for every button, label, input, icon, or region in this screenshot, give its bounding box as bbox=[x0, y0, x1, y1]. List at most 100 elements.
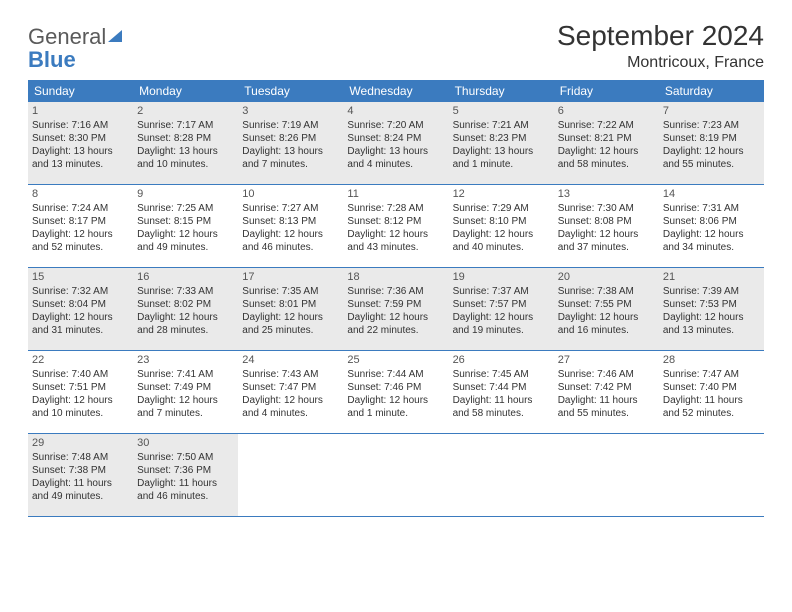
day-number: 3 bbox=[242, 104, 339, 118]
day-sunrise: Sunrise: 7:40 AM bbox=[32, 368, 129, 381]
day-cell: 25Sunrise: 7:44 AMSunset: 7:46 PMDayligh… bbox=[343, 351, 448, 433]
day-daylight2: and 19 minutes. bbox=[453, 324, 550, 337]
day-sunset: Sunset: 8:19 PM bbox=[663, 132, 760, 145]
day-number: 15 bbox=[32, 270, 129, 284]
day-daylight2: and 43 minutes. bbox=[347, 241, 444, 254]
logo-text-block: General Blue bbox=[28, 26, 124, 72]
day-daylight1: Daylight: 12 hours bbox=[32, 394, 129, 407]
day-sunrise: Sunrise: 7:22 AM bbox=[558, 119, 655, 132]
day-daylight2: and 49 minutes. bbox=[32, 490, 129, 503]
day-number: 21 bbox=[663, 270, 760, 284]
day-daylight1: Daylight: 13 hours bbox=[242, 145, 339, 158]
day-cell: 18Sunrise: 7:36 AMSunset: 7:59 PMDayligh… bbox=[343, 268, 448, 350]
day-cell bbox=[238, 434, 343, 516]
day-cell: 15Sunrise: 7:32 AMSunset: 8:04 PMDayligh… bbox=[28, 268, 133, 350]
day-sunset: Sunset: 7:59 PM bbox=[347, 298, 444, 311]
location-label: Montricoux, France bbox=[557, 54, 764, 72]
day-number: 7 bbox=[663, 104, 760, 118]
day-cell: 19Sunrise: 7:37 AMSunset: 7:57 PMDayligh… bbox=[449, 268, 554, 350]
day-number: 6 bbox=[558, 104, 655, 118]
day-sunrise: Sunrise: 7:28 AM bbox=[347, 202, 444, 215]
day-sunrise: Sunrise: 7:21 AM bbox=[453, 119, 550, 132]
day-sunrise: Sunrise: 7:20 AM bbox=[347, 119, 444, 132]
calendar: SundayMondayTuesdayWednesdayThursdayFrid… bbox=[28, 80, 764, 517]
day-cell bbox=[554, 434, 659, 516]
day-cell: 5Sunrise: 7:21 AMSunset: 8:23 PMDaylight… bbox=[449, 102, 554, 184]
weekday-header: Monday bbox=[133, 80, 238, 102]
day-sunrise: Sunrise: 7:25 AM bbox=[137, 202, 234, 215]
day-cell: 21Sunrise: 7:39 AMSunset: 7:53 PMDayligh… bbox=[659, 268, 764, 350]
day-daylight1: Daylight: 12 hours bbox=[137, 228, 234, 241]
day-cell: 23Sunrise: 7:41 AMSunset: 7:49 PMDayligh… bbox=[133, 351, 238, 433]
day-number: 28 bbox=[663, 353, 760, 367]
day-number: 29 bbox=[32, 436, 129, 450]
day-number: 12 bbox=[453, 187, 550, 201]
day-cell: 17Sunrise: 7:35 AMSunset: 8:01 PMDayligh… bbox=[238, 268, 343, 350]
logo-text-general: General bbox=[28, 24, 106, 49]
day-cell: 24Sunrise: 7:43 AMSunset: 7:47 PMDayligh… bbox=[238, 351, 343, 433]
day-cell: 1Sunrise: 7:16 AMSunset: 8:30 PMDaylight… bbox=[28, 102, 133, 184]
day-daylight2: and 10 minutes. bbox=[32, 407, 129, 420]
day-sunset: Sunset: 7:40 PM bbox=[663, 381, 760, 394]
day-daylight1: Daylight: 12 hours bbox=[663, 311, 760, 324]
day-sunrise: Sunrise: 7:29 AM bbox=[453, 202, 550, 215]
day-daylight2: and 4 minutes. bbox=[242, 407, 339, 420]
day-daylight1: Daylight: 11 hours bbox=[137, 477, 234, 490]
day-cell: 3Sunrise: 7:19 AMSunset: 8:26 PMDaylight… bbox=[238, 102, 343, 184]
day-daylight1: Daylight: 12 hours bbox=[32, 311, 129, 324]
day-sunset: Sunset: 7:47 PM bbox=[242, 381, 339, 394]
day-daylight2: and 49 minutes. bbox=[137, 241, 234, 254]
day-sunrise: Sunrise: 7:41 AM bbox=[137, 368, 234, 381]
day-cell: 8Sunrise: 7:24 AMSunset: 8:17 PMDaylight… bbox=[28, 185, 133, 267]
day-number: 19 bbox=[453, 270, 550, 284]
day-cell: 22Sunrise: 7:40 AMSunset: 7:51 PMDayligh… bbox=[28, 351, 133, 433]
day-sunset: Sunset: 8:26 PM bbox=[242, 132, 339, 145]
day-cell: 16Sunrise: 7:33 AMSunset: 8:02 PMDayligh… bbox=[133, 268, 238, 350]
day-sunrise: Sunrise: 7:35 AM bbox=[242, 285, 339, 298]
day-daylight1: Daylight: 11 hours bbox=[32, 477, 129, 490]
day-daylight2: and 31 minutes. bbox=[32, 324, 129, 337]
day-sunrise: Sunrise: 7:16 AM bbox=[32, 119, 129, 132]
day-cell: 10Sunrise: 7:27 AMSunset: 8:13 PMDayligh… bbox=[238, 185, 343, 267]
day-cell: 2Sunrise: 7:17 AMSunset: 8:28 PMDaylight… bbox=[133, 102, 238, 184]
day-daylight1: Daylight: 12 hours bbox=[558, 311, 655, 324]
day-daylight2: and 7 minutes. bbox=[242, 158, 339, 171]
day-cell bbox=[659, 434, 764, 516]
day-cell: 20Sunrise: 7:38 AMSunset: 7:55 PMDayligh… bbox=[554, 268, 659, 350]
day-sunset: Sunset: 8:02 PM bbox=[137, 298, 234, 311]
day-number: 16 bbox=[137, 270, 234, 284]
day-sunrise: Sunrise: 7:32 AM bbox=[32, 285, 129, 298]
day-sunset: Sunset: 7:36 PM bbox=[137, 464, 234, 477]
title-block: September 2024 Montricoux, France bbox=[557, 20, 764, 72]
day-daylight1: Daylight: 12 hours bbox=[32, 228, 129, 241]
day-daylight2: and 58 minutes. bbox=[453, 407, 550, 420]
day-sunset: Sunset: 8:12 PM bbox=[347, 215, 444, 228]
day-daylight2: and 46 minutes. bbox=[137, 490, 234, 503]
day-daylight2: and 46 minutes. bbox=[242, 241, 339, 254]
day-daylight2: and 55 minutes. bbox=[558, 407, 655, 420]
day-daylight2: and 13 minutes. bbox=[663, 324, 760, 337]
day-daylight1: Daylight: 12 hours bbox=[663, 145, 760, 158]
day-number: 4 bbox=[347, 104, 444, 118]
day-sunset: Sunset: 7:42 PM bbox=[558, 381, 655, 394]
day-daylight1: Daylight: 12 hours bbox=[137, 394, 234, 407]
week-row: 8Sunrise: 7:24 AMSunset: 8:17 PMDaylight… bbox=[28, 185, 764, 268]
week-row: 15Sunrise: 7:32 AMSunset: 8:04 PMDayligh… bbox=[28, 268, 764, 351]
weekday-header: Tuesday bbox=[238, 80, 343, 102]
weekday-header-row: SundayMondayTuesdayWednesdayThursdayFrid… bbox=[28, 80, 764, 102]
day-daylight1: Daylight: 13 hours bbox=[32, 145, 129, 158]
day-sunset: Sunset: 7:51 PM bbox=[32, 381, 129, 394]
day-daylight1: Daylight: 13 hours bbox=[453, 145, 550, 158]
day-sunrise: Sunrise: 7:45 AM bbox=[453, 368, 550, 381]
day-daylight2: and 13 minutes. bbox=[32, 158, 129, 171]
day-sunrise: Sunrise: 7:19 AM bbox=[242, 119, 339, 132]
day-cell: 6Sunrise: 7:22 AMSunset: 8:21 PMDaylight… bbox=[554, 102, 659, 184]
day-daylight2: and 4 minutes. bbox=[347, 158, 444, 171]
day-sunrise: Sunrise: 7:31 AM bbox=[663, 202, 760, 215]
logo-text-blue: Blue bbox=[28, 47, 76, 72]
day-daylight1: Daylight: 12 hours bbox=[453, 228, 550, 241]
day-number: 14 bbox=[663, 187, 760, 201]
day-cell: 12Sunrise: 7:29 AMSunset: 8:10 PMDayligh… bbox=[449, 185, 554, 267]
day-sunset: Sunset: 8:13 PM bbox=[242, 215, 339, 228]
day-number: 25 bbox=[347, 353, 444, 367]
